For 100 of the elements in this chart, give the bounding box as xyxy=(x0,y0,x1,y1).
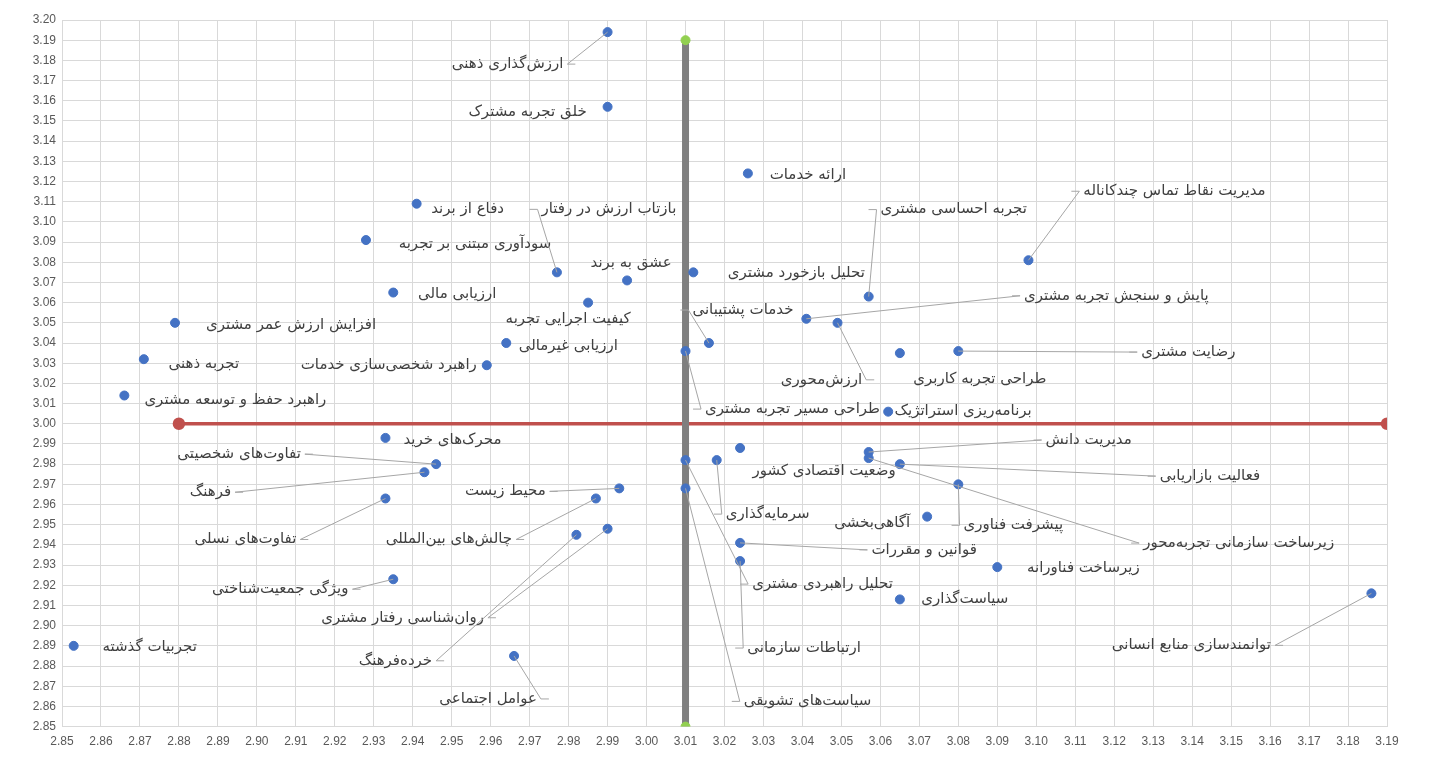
x-tick-label: 2.96 xyxy=(479,734,503,749)
annotation: تحلیل راهبردی مشتری xyxy=(752,574,893,592)
annotation: ویژگی جمعیت‌شناختی xyxy=(211,579,349,598)
annotation: ارائه خدمات xyxy=(769,165,847,184)
y-tick-label: 3.19 xyxy=(32,32,57,47)
annotation: پایش و سنجش تجربه مشتری xyxy=(1024,285,1209,305)
annotation: سودآوری مبتنی بر تجربه xyxy=(398,233,552,252)
annotation: فعالیت بازاریابی xyxy=(1159,466,1261,485)
point xyxy=(68,640,79,651)
annotation: برنامه‌ریزی استراتژیک xyxy=(894,400,1032,419)
annotation: خلق تجربه مشترک xyxy=(468,101,587,120)
point xyxy=(602,101,613,112)
y-tick-label: 3.00 xyxy=(32,416,57,431)
point xyxy=(680,483,691,494)
annotation: ارزش‌گذاری ذهنی xyxy=(451,54,564,72)
annotation: سیاست‌گذاری xyxy=(921,589,1009,608)
point xyxy=(380,432,391,443)
y-tick-label: 2.85 xyxy=(32,718,57,733)
annotation: تفاوت‌های نسلی xyxy=(194,529,297,548)
y-tick-label: 2.89 xyxy=(32,638,57,653)
x-tick-label: 3.13 xyxy=(1141,734,1166,749)
annotation: پیشرفت فناوری xyxy=(963,515,1064,535)
annotation: زیرساخت فناورانه xyxy=(1026,558,1140,576)
annotation: کیفیت اجرایی تجربه xyxy=(505,308,632,327)
point xyxy=(1366,588,1377,599)
y-tick-label: 2.87 xyxy=(32,678,57,693)
point xyxy=(501,338,512,349)
annotation: خدمات پشتیبانی xyxy=(692,299,794,319)
point xyxy=(735,443,746,453)
annotation: تجربیات گذشته xyxy=(102,636,197,655)
annotation: وضعیت اقتصادی کشور xyxy=(751,460,896,479)
annotation: مدیریت دانش xyxy=(1045,429,1132,448)
y-tick-label: 3.09 xyxy=(32,234,57,249)
point xyxy=(703,338,714,349)
annotation: زیرساخت سازمانی تجربه‌محور xyxy=(1142,532,1335,551)
point xyxy=(119,390,130,401)
x-tick-label: 3.09 xyxy=(985,734,1010,749)
y-tick-label: 2.97 xyxy=(32,476,57,491)
y-tick-label: 3.13 xyxy=(32,153,57,168)
y-tick-label: 2.99 xyxy=(32,436,57,451)
x-tick-label: 3.16 xyxy=(1258,734,1283,749)
point xyxy=(388,287,399,298)
y-tick-label: 3.12 xyxy=(32,173,57,188)
x-tick-label: 3.19 xyxy=(1375,734,1399,749)
x-tick-label: 2.88 xyxy=(167,734,191,749)
x-tick-label: 3.00 xyxy=(634,734,659,749)
point xyxy=(922,511,933,522)
annotation: قوانین و مقررات xyxy=(871,539,977,558)
point xyxy=(509,650,520,661)
point xyxy=(680,35,691,46)
annotation: افزایش ارزش عمر مشتری xyxy=(205,314,377,333)
x-tick-label: 2.94 xyxy=(401,734,425,749)
annotation: چالش‌های بین‌المللی xyxy=(385,529,513,548)
y-tick-label: 2.88 xyxy=(32,658,57,673)
annotation: محرک‌های خرید xyxy=(403,429,502,448)
point xyxy=(170,317,181,328)
point xyxy=(602,27,613,38)
y-tick-label: 2.91 xyxy=(32,597,57,612)
annotation: تفاوت‌های شخصیتی xyxy=(177,444,301,463)
x-tick-label: 2.87 xyxy=(128,734,152,749)
x-tick-label: 3.06 xyxy=(868,734,893,749)
point xyxy=(138,354,149,365)
x-tick-label: 3.11 xyxy=(1064,734,1087,749)
y-tick-label: 3.08 xyxy=(32,254,57,269)
annotation: فرهنگ xyxy=(189,482,232,501)
point xyxy=(894,594,905,605)
x-tick-label: 3.12 xyxy=(1102,734,1127,749)
point xyxy=(742,168,753,179)
point xyxy=(894,348,905,359)
point xyxy=(832,317,843,328)
x-tick-label: 2.89 xyxy=(206,734,230,749)
x-tick-label: 3.15 xyxy=(1219,734,1244,749)
y-tick-label: 3.18 xyxy=(32,52,57,67)
point xyxy=(590,493,601,504)
point xyxy=(688,267,699,278)
annotation: ارتباطات سازمانی xyxy=(747,637,861,656)
annotation: عوامل اجتماعی xyxy=(439,688,537,707)
y-tick-label: 3.05 xyxy=(32,315,57,330)
annotation: تجربه ذهنی xyxy=(168,354,240,373)
y-tick-label: 3.06 xyxy=(32,294,57,309)
annotation: مدیریت نقاط تماس چندکاناله xyxy=(1083,181,1266,200)
annotation: ارزیابی مالی xyxy=(417,284,497,303)
annotation: توانمندسازی منابع انسانی xyxy=(1111,635,1272,654)
point xyxy=(622,275,633,286)
y-tick-label: 3.03 xyxy=(32,355,57,370)
point xyxy=(992,562,1003,573)
x-tick-label: 3.02 xyxy=(712,734,737,749)
point xyxy=(680,455,691,466)
x-tick-label: 3.07 xyxy=(907,734,932,749)
point xyxy=(481,360,492,371)
y-tick-label: 3.20 xyxy=(32,12,57,27)
annotation: طراحی مسیر تجربه مشتری xyxy=(705,398,881,417)
y-tick-label: 2.90 xyxy=(32,617,57,632)
point xyxy=(583,297,594,308)
x-tick-label: 3.03 xyxy=(751,734,776,749)
y-tick-label: 2.92 xyxy=(32,577,57,592)
annotation: راهبرد شخصی‌سازی خدمات xyxy=(300,355,477,374)
point xyxy=(551,267,562,278)
annotation: ارزش‌محوری xyxy=(780,369,863,388)
x-tick-label: 2.93 xyxy=(362,734,386,749)
